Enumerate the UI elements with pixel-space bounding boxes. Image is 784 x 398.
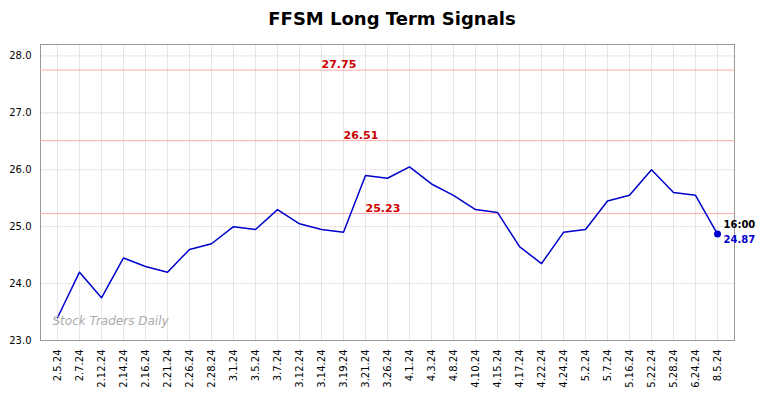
svg-text:25.23: 25.23 [366,202,401,215]
svg-text:5.2.24: 5.2.24 [580,350,591,382]
svg-text:2.5.24: 2.5.24 [52,350,63,382]
svg-text:2.7.24: 2.7.24 [74,350,85,382]
svg-text:3.21.24: 3.21.24 [360,350,371,388]
svg-text:5.28.24: 5.28.24 [668,350,679,388]
svg-text:5.22.24: 5.22.24 [646,350,657,388]
svg-text:4.24.24: 4.24.24 [558,350,569,388]
svg-text:2.21.24: 2.21.24 [162,350,173,388]
svg-text:2.14.24: 2.14.24 [118,350,129,388]
svg-text:4.10.24: 4.10.24 [470,350,481,388]
svg-text:2.12.24: 2.12.24 [96,350,107,388]
svg-text:Stock Traders Daily: Stock Traders Daily [53,314,170,328]
svg-text:6.24.24: 6.24.24 [690,350,701,388]
svg-text:28.0: 28.0 [9,50,31,61]
svg-text:25.0: 25.0 [9,221,31,232]
svg-text:3.26.24: 3.26.24 [382,350,393,388]
svg-text:24.87: 24.87 [724,234,756,245]
html-text:FFSM Long Term Signals: FFSM Long Term Signals [268,8,516,29]
svg-text:4.22.24: 4.22.24 [536,350,547,388]
svg-text:4.8.24: 4.8.24 [448,350,459,382]
svg-text:26.0: 26.0 [9,164,31,175]
svg-text:4.3.24: 4.3.24 [426,350,437,382]
svg-text:2.28.24: 2.28.24 [206,350,217,388]
svg-text:3.14.24: 3.14.24 [316,350,327,388]
svg-text:4.17.24: 4.17.24 [514,350,525,388]
svg-text:3.7.24: 3.7.24 [272,350,283,382]
svg-text:2.16.24: 2.16.24 [140,350,151,388]
svg-text:3.1.24: 3.1.24 [228,350,239,382]
svg-text:8.5.24: 8.5.24 [712,350,723,382]
svg-text:5.7.24: 5.7.24 [602,350,613,382]
svg-text:4.15.24: 4.15.24 [492,350,503,388]
svg-text:4.1.24: 4.1.24 [404,350,415,382]
svg-text:26.51: 26.51 [344,129,379,142]
svg-text:24.0: 24.0 [9,278,31,289]
svg-text:27.75: 27.75 [322,58,357,71]
svg-text:5.16.24: 5.16.24 [624,350,635,388]
svg-text:3.12.24: 3.12.24 [294,350,305,388]
svg-text:23.0: 23.0 [9,335,31,346]
svg-text:3.19.24: 3.19.24 [338,350,349,388]
svg-text:2.26.24: 2.26.24 [184,350,195,388]
svg-text:27.0: 27.0 [9,107,31,118]
svg-text:16:00: 16:00 [724,219,756,230]
svg-text:3.5.24: 3.5.24 [250,350,261,382]
